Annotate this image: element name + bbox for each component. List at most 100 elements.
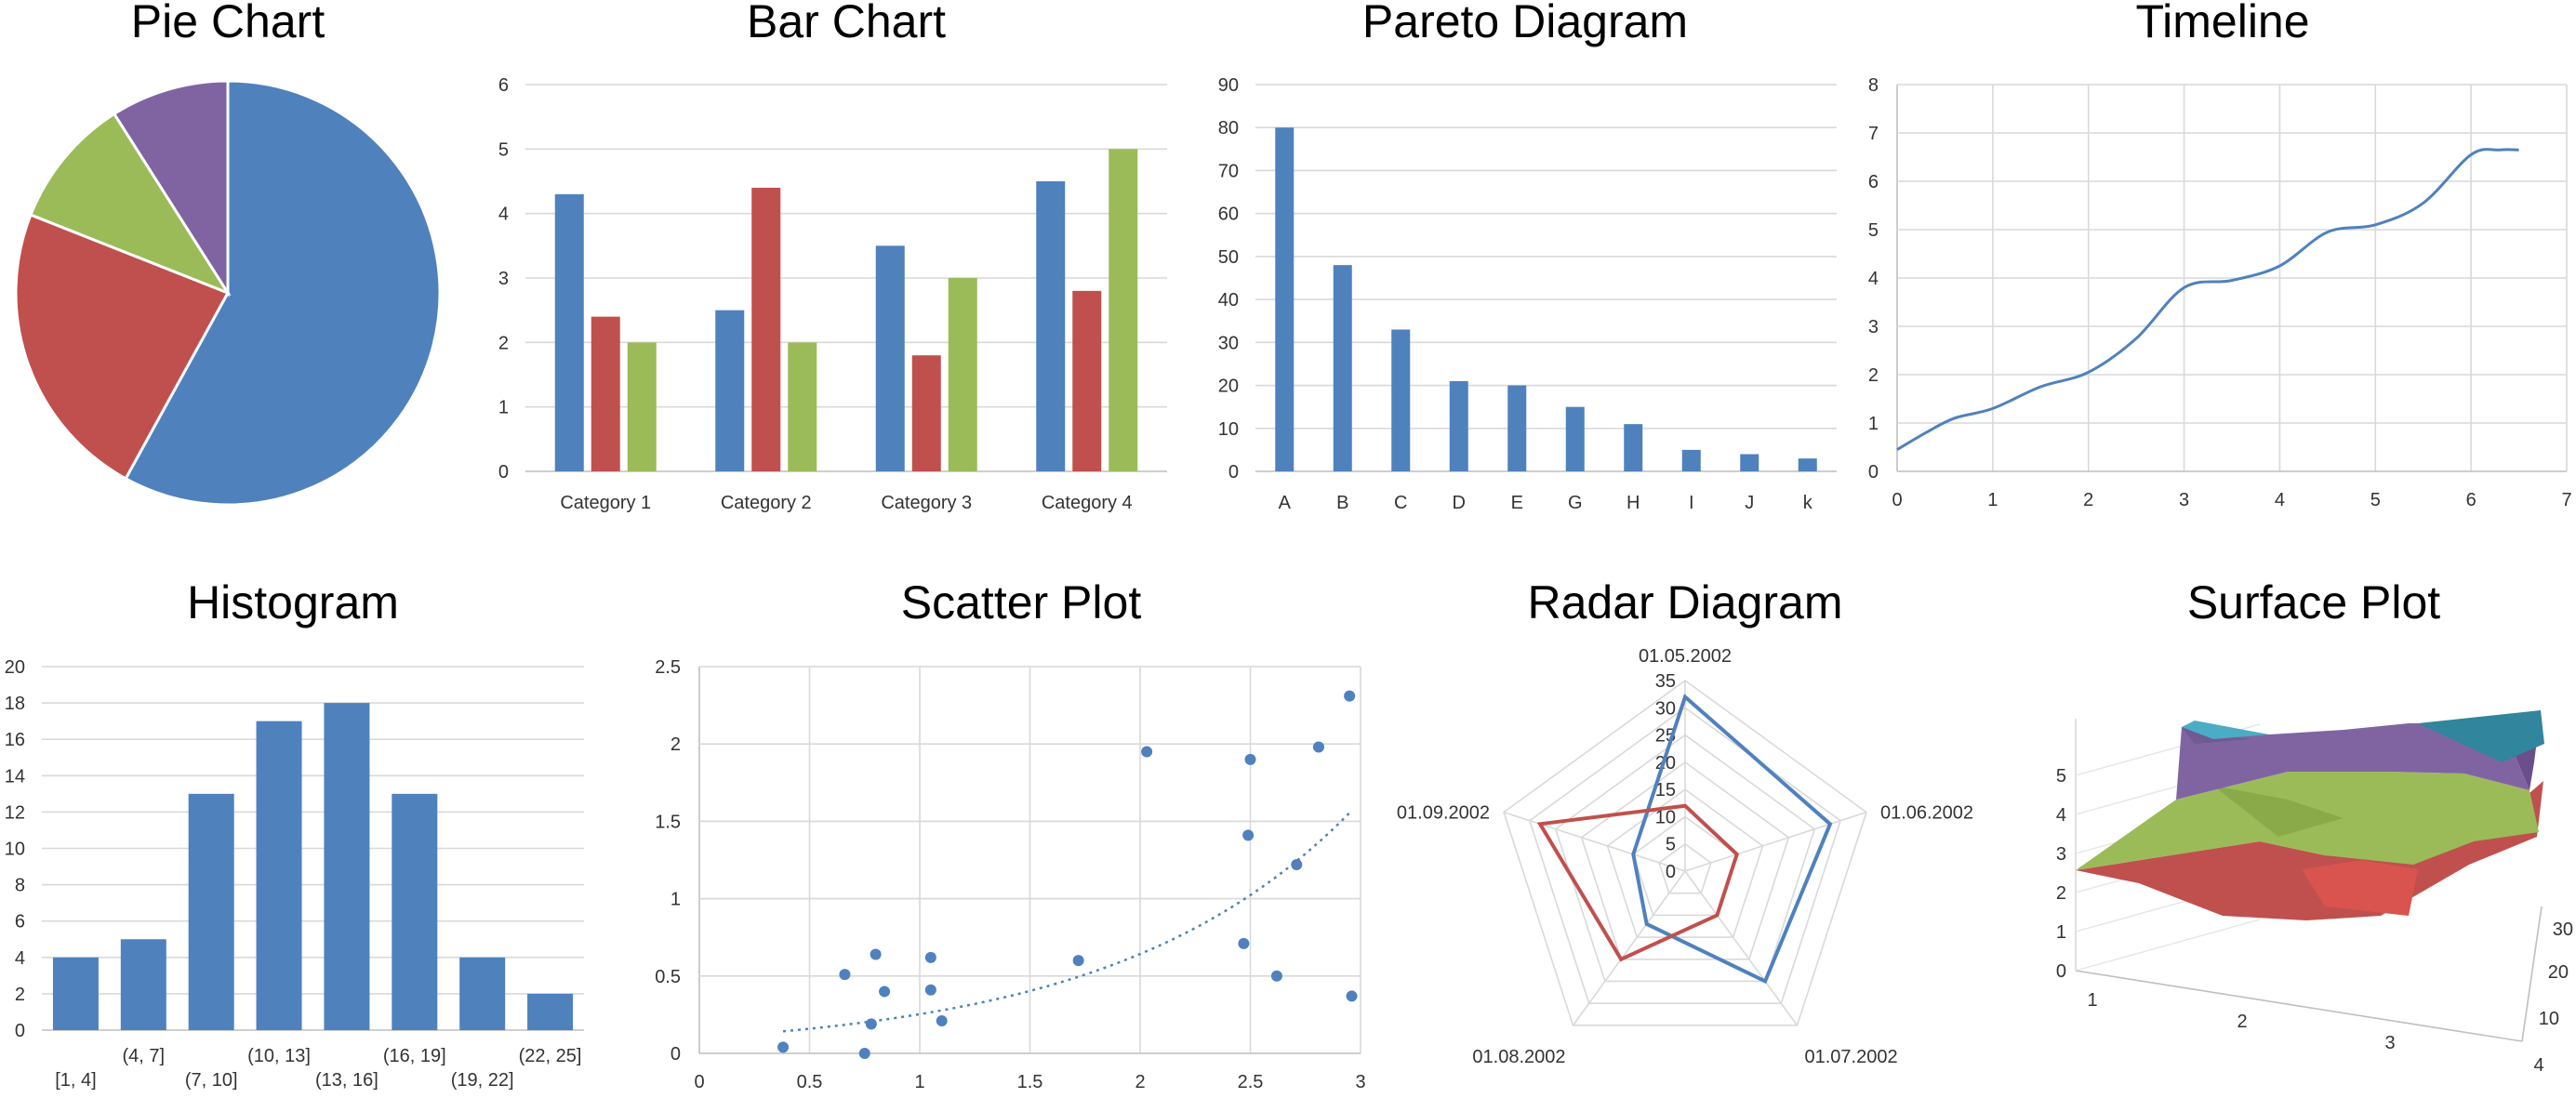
x-tick-label: J	[1745, 493, 1754, 513]
bar	[1624, 424, 1643, 471]
x-tick-label: A	[1279, 493, 1292, 513]
y-tick-label: 1.5	[655, 812, 681, 832]
radar-tick-label: 35	[1655, 671, 1676, 692]
x-tick-label: (7, 10]	[185, 1070, 238, 1091]
scatter-point	[924, 984, 936, 996]
surface-plot-title: Surface Plot	[2187, 576, 2440, 628]
scatter-point	[879, 986, 891, 998]
scatter-plot: 0 0.5 1 1.5 2 2.5 3 0 0.5 1 1.5 2 2.5	[655, 657, 1365, 1092]
x-tick-label: E	[1511, 493, 1523, 513]
x-tick-label: 2	[1135, 1072, 1145, 1092]
radar-spoke	[1684, 811, 1867, 872]
y-tick-label: 6	[1868, 172, 1879, 192]
scatter-point	[870, 948, 882, 960]
surface-y-axis	[2521, 906, 2543, 1042]
y-tick-label: 10	[1218, 419, 1239, 440]
y-tick-label: 2	[15, 985, 25, 1005]
surface-z-tick-label: 3	[2056, 844, 2066, 865]
scatter-point	[1291, 858, 1303, 870]
scatter-point	[1312, 741, 1324, 753]
scatter-point	[1346, 990, 1358, 1002]
radar-tick-label: 30	[1655, 698, 1676, 719]
x-tick-label: 0.5	[797, 1072, 823, 1092]
y-tick-label: 7	[1868, 124, 1879, 144]
bar	[948, 278, 977, 471]
bar	[527, 993, 574, 1030]
pie-slice-3	[29, 112, 232, 297]
scatter-point	[1270, 970, 1282, 982]
y-tick-label: 0	[1868, 462, 1879, 483]
surface-z-tick-label: 4	[2056, 805, 2066, 826]
y-tick-label: 0	[1228, 462, 1239, 483]
bar	[1036, 181, 1066, 471]
bar	[1798, 458, 1817, 471]
x-tick-label: (13, 16]	[315, 1070, 378, 1091]
bar	[1681, 449, 1701, 471]
y-tick-label: 3	[498, 269, 509, 289]
surface-x-axis	[2075, 970, 2523, 1042]
radar-tick-label: 15	[1655, 780, 1676, 800]
radar-axis-label: 01.07.2002	[1804, 1047, 1897, 1067]
x-tick-label: G	[1568, 493, 1583, 513]
x-tick-label: Category 2	[721, 493, 812, 513]
x-tick-label: 1	[1987, 490, 1998, 510]
pareto-chart-title: Pareto Diagram	[1362, 0, 1688, 47]
bar	[1565, 406, 1585, 471]
y-tick-label: 70	[1218, 161, 1239, 181]
bar	[1109, 149, 1138, 472]
y-tick-label: 16	[5, 730, 25, 750]
y-tick-label: 6	[15, 912, 25, 933]
y-tick-label: 5	[1868, 220, 1879, 241]
bar	[1449, 380, 1468, 471]
surface-band-3	[2176, 723, 2530, 800]
bar	[256, 721, 302, 1030]
x-tick-label: 1	[914, 1072, 924, 1092]
radar-axis-label: 01.09.2002	[1397, 803, 1490, 824]
radar-diagram: 0510152025303501.05.200201.06.200201.07.…	[1397, 646, 1973, 1067]
y-tick-label: 0	[15, 1021, 25, 1041]
x-tick-label: 6	[2466, 490, 2476, 510]
x-tick-label: k	[1803, 493, 1813, 513]
timeline-series-line	[1896, 148, 2519, 451]
bar	[715, 310, 745, 471]
surface-y-tick-label: 10	[2539, 1009, 2559, 1029]
scatter-point	[1344, 690, 1356, 702]
y-tick-label: 4	[1868, 269, 1879, 289]
x-tick-label: (22, 25]	[519, 1046, 582, 1066]
x-tick-label: 1.5	[1017, 1072, 1043, 1092]
y-tick-label: 20	[5, 657, 25, 678]
y-tick-label: 2	[1868, 365, 1879, 386]
bar	[1391, 329, 1411, 471]
x-tick-label: 3	[1355, 1072, 1365, 1092]
scatter-plot-title: Scatter Plot	[901, 576, 1142, 628]
y-tick-label: 1	[498, 398, 509, 418]
y-tick-label: 8	[1868, 75, 1879, 96]
x-tick-label: (10, 13]	[247, 1046, 311, 1066]
x-tick-label: Category 4	[1042, 493, 1133, 513]
scatter-point	[1141, 746, 1153, 758]
radar-axis-label: 01.08.2002	[1472, 1047, 1565, 1067]
bar-chart-title: Bar Chart	[747, 0, 946, 47]
y-tick-label: 60	[1218, 205, 1239, 225]
bar	[627, 342, 657, 471]
bar	[1740, 454, 1759, 471]
y-tick-label: 1	[671, 890, 681, 910]
timeline-chart-title: Timeline	[2135, 0, 2309, 47]
y-tick-label: 4	[15, 948, 25, 969]
y-tick-label: 6	[498, 75, 509, 96]
y-tick-label: 12	[5, 802, 25, 823]
y-tick-label: 2	[498, 333, 509, 353]
y-tick-label: 2	[671, 734, 681, 755]
y-tick-label: 80	[1218, 118, 1239, 139]
bar	[1072, 290, 1102, 471]
scatter-point	[1242, 829, 1255, 841]
scatter-point	[777, 1041, 790, 1053]
bar	[875, 245, 905, 471]
x-tick-label: (16, 19]	[383, 1046, 446, 1066]
x-tick-label: C	[1394, 493, 1407, 513]
radar-spoke	[1572, 870, 1686, 1026]
scatter-trendline	[782, 810, 1353, 1033]
